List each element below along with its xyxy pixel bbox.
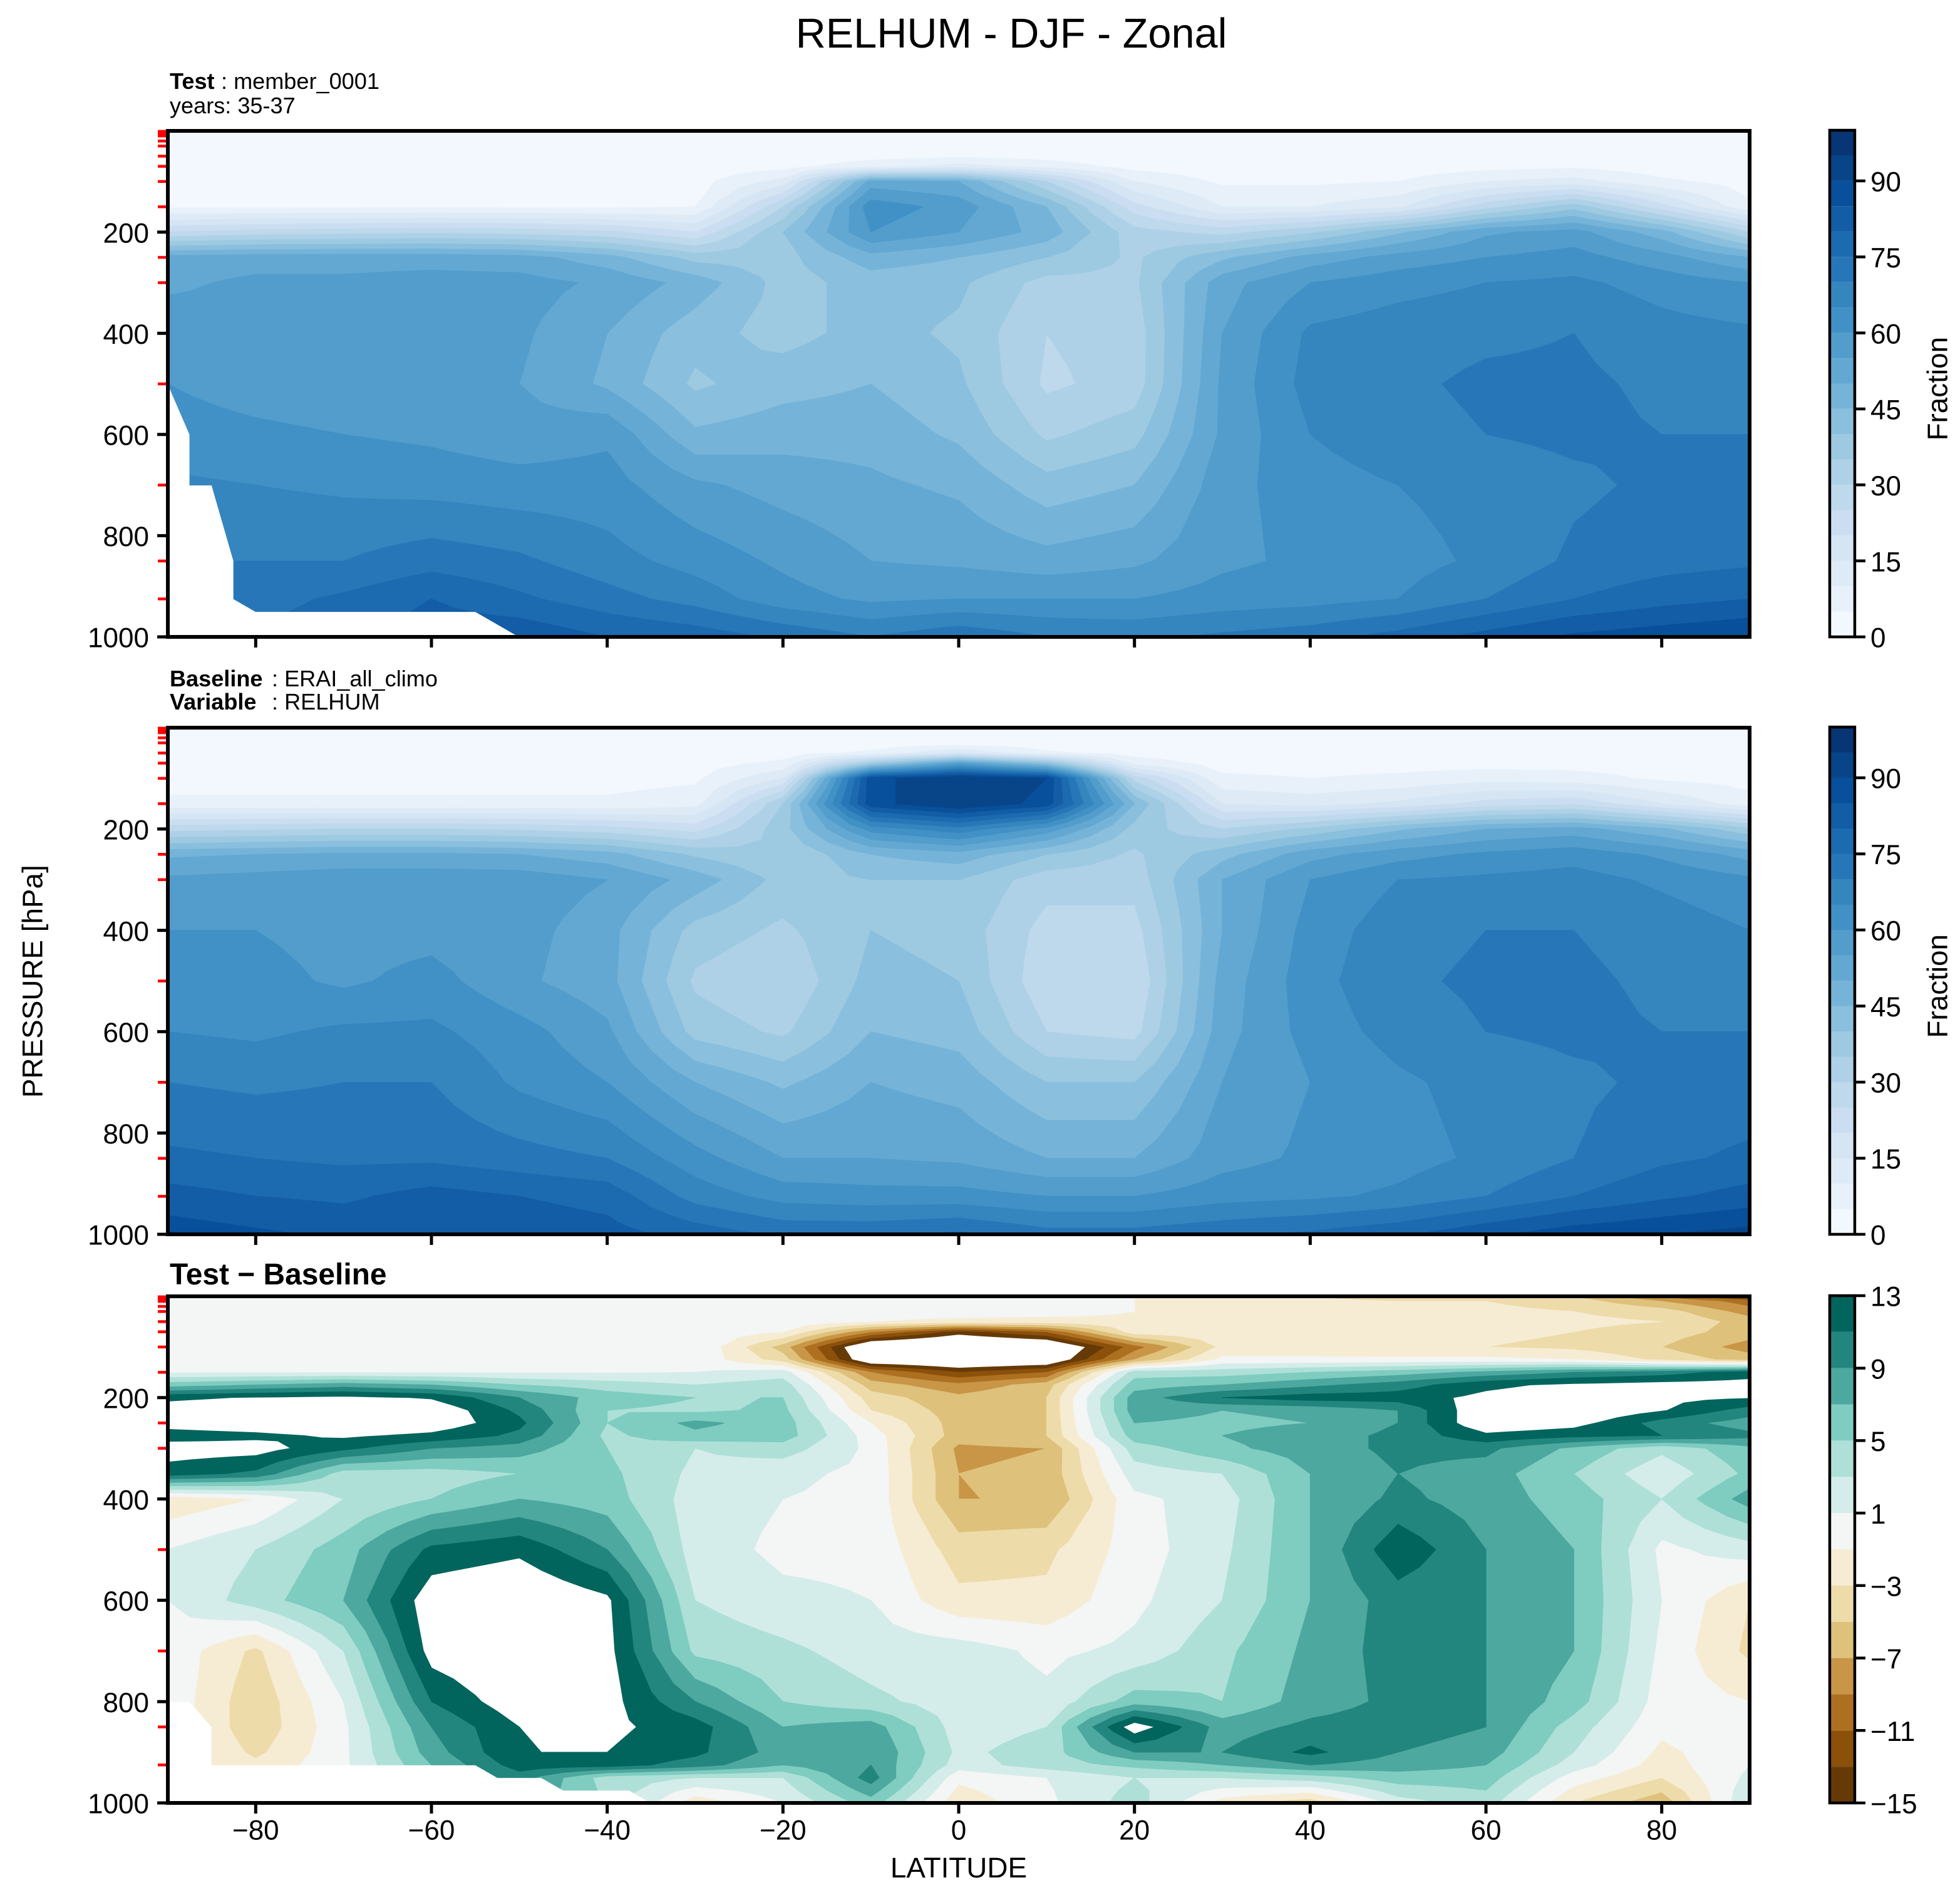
svg-text:600: 600 — [103, 1018, 149, 1048]
svg-text:−20: −20 — [760, 1815, 807, 1846]
svg-text:0: 0 — [1870, 623, 1885, 654]
svg-text:−80: −80 — [232, 1815, 279, 1846]
svg-text:30: 30 — [1870, 1068, 1901, 1099]
svg-text:LATITUDE: LATITUDE — [890, 1852, 1027, 1884]
svg-text:RELHUM - DJF - Zonal: RELHUM - DJF - Zonal — [796, 11, 1227, 57]
svg-text:−15: −15 — [1870, 1789, 1917, 1820]
svg-text:1000: 1000 — [88, 623, 149, 654]
svg-text:−11: −11 — [1870, 1717, 1915, 1747]
svg-text:800: 800 — [103, 1688, 149, 1718]
svg-text:0: 0 — [951, 1815, 966, 1846]
svg-text:60: 60 — [1870, 916, 1901, 947]
svg-text:20: 20 — [1119, 1815, 1150, 1846]
svg-text:: member_0001: : member_0001 — [221, 68, 379, 94]
svg-text:200: 200 — [103, 218, 149, 249]
svg-text:30: 30 — [1870, 471, 1901, 502]
svg-text:1000: 1000 — [88, 1789, 149, 1820]
svg-text:Variable: Variable — [170, 689, 257, 715]
svg-text:15: 15 — [1870, 1144, 1901, 1175]
svg-text:9: 9 — [1870, 1354, 1885, 1385]
svg-text:75: 75 — [1870, 840, 1901, 870]
svg-text:90: 90 — [1870, 764, 1901, 795]
svg-text:1: 1 — [1870, 1499, 1885, 1530]
svg-text:1000: 1000 — [88, 1221, 149, 1251]
svg-text:90: 90 — [1870, 167, 1901, 198]
svg-text:−60: −60 — [408, 1815, 455, 1846]
svg-text:40: 40 — [1295, 1815, 1326, 1846]
svg-text:−40: −40 — [584, 1815, 631, 1846]
svg-text:: ERAI_all_climo: : ERAI_all_climo — [272, 666, 438, 691]
svg-text:13: 13 — [1870, 1282, 1901, 1313]
svg-text:200: 200 — [103, 815, 149, 846]
svg-text:Test − Baseline: Test − Baseline — [170, 1258, 387, 1291]
svg-text:60: 60 — [1471, 1815, 1502, 1846]
svg-text:45: 45 — [1870, 992, 1901, 1023]
svg-text:600: 600 — [103, 1586, 149, 1617]
svg-text:400: 400 — [103, 916, 149, 947]
svg-text:400: 400 — [103, 319, 149, 350]
svg-text:Baseline: Baseline — [170, 666, 263, 691]
svg-text:60: 60 — [1870, 319, 1901, 349]
svg-text:−3: −3 — [1870, 1572, 1902, 1603]
svg-text:75: 75 — [1870, 243, 1901, 274]
svg-text:0: 0 — [1870, 1221, 1885, 1251]
svg-text:Fraction: Fraction — [1922, 934, 1954, 1038]
svg-text:600: 600 — [103, 421, 149, 452]
svg-text:Fraction: Fraction — [1922, 337, 1954, 441]
svg-text:400: 400 — [103, 1485, 149, 1515]
svg-text:80: 80 — [1646, 1815, 1677, 1846]
svg-text:: RELHUM: : RELHUM — [272, 689, 380, 715]
svg-text:200: 200 — [103, 1384, 149, 1415]
svg-text:years: 35-37: years: 35-37 — [170, 93, 296, 118]
svg-text:800: 800 — [103, 1119, 149, 1150]
svg-text:PRESSURE [hPa]: PRESSURE [hPa] — [17, 865, 49, 1098]
svg-text:800: 800 — [103, 522, 149, 552]
svg-text:45: 45 — [1870, 395, 1901, 426]
svg-text:15: 15 — [1870, 547, 1901, 577]
svg-text:−7: −7 — [1870, 1644, 1902, 1675]
svg-text:5: 5 — [1870, 1427, 1885, 1457]
svg-text:Test: Test — [170, 68, 215, 94]
